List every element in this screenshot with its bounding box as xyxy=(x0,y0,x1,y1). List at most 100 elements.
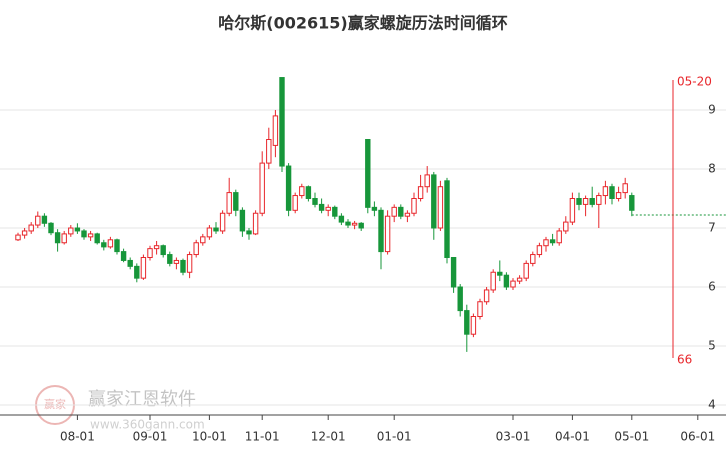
candle-body xyxy=(576,198,582,205)
candle-body xyxy=(147,248,153,258)
x-tick-label: 06-01 xyxy=(680,430,715,444)
candle-body xyxy=(431,174,437,229)
candle-body xyxy=(424,174,430,188)
cycle-count-label: 66 xyxy=(677,353,692,367)
candle-body xyxy=(358,222,364,229)
candle-body xyxy=(134,265,140,279)
candle-body xyxy=(180,259,186,273)
candle-body xyxy=(200,236,206,244)
candle-body xyxy=(266,139,272,164)
candle-body xyxy=(94,233,100,244)
candle-body xyxy=(54,232,61,244)
candle-body xyxy=(48,222,54,234)
candle-body xyxy=(305,186,312,199)
candle-body xyxy=(15,234,21,241)
candle-body xyxy=(510,280,516,288)
candle-body xyxy=(107,239,114,248)
candle-body xyxy=(365,139,371,208)
candle-body xyxy=(127,259,133,267)
candle-body xyxy=(371,206,378,211)
chart-title: 哈尔斯(002615)赢家螺旋历法时间循环 xyxy=(218,14,507,33)
candle-body xyxy=(503,274,510,288)
x-tick-label: 09-01 xyxy=(133,430,168,444)
candle-body xyxy=(411,198,417,214)
candle-body xyxy=(450,257,457,288)
cycle-date-label: 05-20 xyxy=(677,75,712,89)
x-tick-label: 10-01 xyxy=(192,430,227,444)
candle-body xyxy=(101,242,107,248)
candle-body xyxy=(299,186,305,197)
candle-body xyxy=(398,206,404,217)
candle-body xyxy=(378,209,384,253)
candle-body xyxy=(345,221,351,226)
candle-body xyxy=(483,289,490,303)
watermark-logo-text: 赢家 xyxy=(44,397,66,411)
candle-body xyxy=(272,115,279,146)
candle-body xyxy=(629,195,635,211)
y-tick-label: 7 xyxy=(708,221,716,235)
candle-body xyxy=(74,227,81,232)
candle-body xyxy=(530,254,536,264)
candle-body xyxy=(384,215,391,253)
candle-body xyxy=(477,301,483,317)
candle-body xyxy=(582,198,589,205)
candle-body xyxy=(444,180,450,258)
candle-body xyxy=(536,245,543,256)
x-tick-label: 08-01 xyxy=(60,430,95,444)
candle-body xyxy=(21,230,28,236)
x-tick-label: 05-01 xyxy=(614,430,649,444)
candle-body xyxy=(279,77,285,167)
x-tick-label: 03-01 xyxy=(496,430,531,444)
candle-body xyxy=(226,192,232,214)
candle-body xyxy=(332,206,338,217)
x-tick-label: 11-01 xyxy=(245,430,280,444)
candle-body xyxy=(140,257,147,279)
candle-body xyxy=(41,215,48,224)
candle-body xyxy=(563,221,569,232)
candle-body xyxy=(213,227,219,232)
candle-body xyxy=(206,227,213,238)
candle-body xyxy=(609,186,615,199)
watermark-brand: 赢家江恩软件 xyxy=(88,388,196,410)
y-tick-label: 5 xyxy=(708,339,716,353)
candle-body xyxy=(193,242,199,256)
candle-body xyxy=(160,245,166,256)
candle-body xyxy=(219,212,226,232)
candle-body xyxy=(153,245,160,250)
candle-body xyxy=(437,186,444,229)
y-tick-label: 9 xyxy=(708,103,716,117)
candle-body xyxy=(292,195,298,211)
candle-body xyxy=(596,195,602,205)
candle-body xyxy=(325,206,331,211)
candle-body xyxy=(497,271,503,276)
candle-body xyxy=(61,233,67,244)
candle-body xyxy=(569,198,576,223)
candle-body xyxy=(490,271,496,291)
candle-body xyxy=(285,165,292,211)
x-tick-label: 12-01 xyxy=(311,430,346,444)
candle-body xyxy=(523,262,529,279)
candle-body xyxy=(622,183,628,194)
candle-body xyxy=(615,192,622,200)
candle-body xyxy=(259,162,265,214)
candle-body xyxy=(120,251,127,261)
candle-body xyxy=(351,222,358,226)
candle-body xyxy=(167,254,173,264)
candle-body xyxy=(81,230,87,238)
candle-body xyxy=(404,212,411,217)
y-tick-label: 6 xyxy=(708,280,716,294)
candle-body xyxy=(312,198,318,205)
candle-body xyxy=(68,227,74,235)
candle-body xyxy=(549,239,556,244)
candle-body xyxy=(28,224,34,232)
candle-body xyxy=(252,212,259,235)
candle-body xyxy=(173,259,180,264)
watermark-url: www.360gann.com xyxy=(90,418,205,432)
candle-body xyxy=(602,186,609,197)
candle-body xyxy=(457,286,463,312)
candle-body xyxy=(464,310,470,335)
candle-body xyxy=(556,230,562,244)
candle-body xyxy=(391,206,397,217)
watermark: 赢家 赢家江恩软件 www.360gann.com xyxy=(35,385,205,432)
